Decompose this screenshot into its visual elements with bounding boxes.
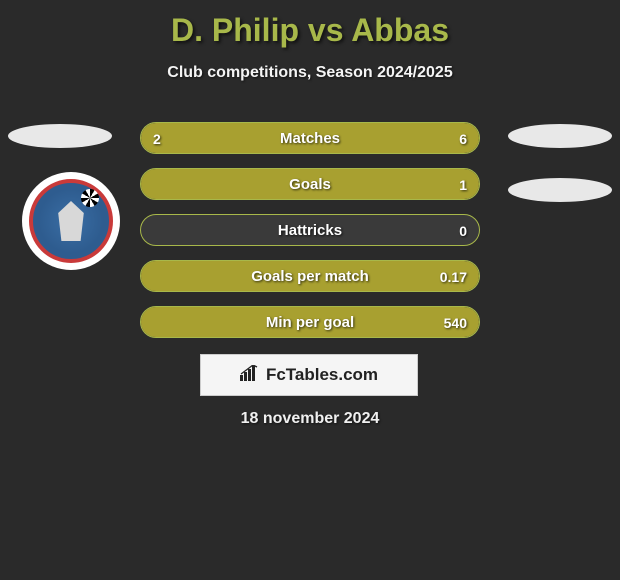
stat-row: Min per goal540 bbox=[140, 306, 480, 338]
stat-label: Min per goal bbox=[141, 307, 479, 338]
stat-row: Goals per match0.17 bbox=[140, 260, 480, 292]
stat-value-right: 540 bbox=[444, 307, 467, 338]
brand-text: FcTables.com bbox=[266, 365, 378, 385]
club-badge-left bbox=[22, 172, 120, 270]
stat-bars: Matches2 6 Goals1 Hattricks0 Goals per match… bbox=[140, 122, 480, 352]
date-text: 18 november 2024 bbox=[0, 410, 620, 428]
stat-row: Goals1 bbox=[140, 168, 480, 200]
stat-value-right: 0.17 bbox=[440, 261, 467, 292]
brand-box[interactable]: FcTables.com bbox=[200, 354, 418, 396]
player-right-avatar-placeholder-2 bbox=[508, 178, 612, 202]
football-icon bbox=[81, 189, 99, 207]
page-title: D. Philip vs Abbas bbox=[0, 12, 620, 49]
stat-value-left: 2 bbox=[153, 123, 161, 154]
player-left-avatar-placeholder bbox=[8, 124, 112, 148]
stat-value-right: 0 bbox=[459, 215, 467, 246]
stat-label: Goals per match bbox=[141, 261, 479, 292]
stat-value-right: 1 bbox=[459, 169, 467, 200]
bar-chart-icon bbox=[240, 365, 260, 386]
stat-row: Matches2 6 bbox=[140, 122, 480, 154]
stat-label: Hattricks bbox=[141, 215, 479, 246]
stat-label: Matches bbox=[141, 123, 479, 154]
stat-value-right: 6 bbox=[459, 123, 467, 154]
player-right-avatar-placeholder-1 bbox=[508, 124, 612, 148]
page-subtitle: Club competitions, Season 2024/2025 bbox=[0, 64, 620, 82]
stat-label: Goals bbox=[141, 169, 479, 200]
club-emblem-icon bbox=[55, 201, 87, 241]
comparison-card: D. Philip vs Abbas Club competitions, Se… bbox=[0, 0, 620, 580]
stat-row: Hattricks0 bbox=[140, 214, 480, 246]
club-badge-inner bbox=[29, 179, 113, 263]
